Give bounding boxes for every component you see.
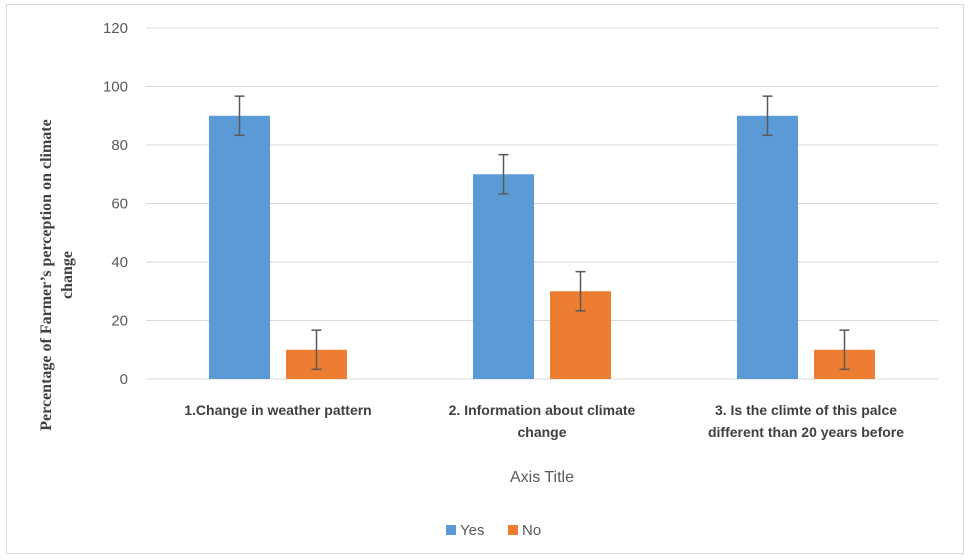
bar-yes-2 <box>473 174 534 379</box>
legend-swatch-no <box>508 525 518 535</box>
x-category-label: 2. Information about climate <box>449 402 636 418</box>
y-tick-label: 100 <box>103 79 128 96</box>
y-tick-label: 60 <box>111 196 128 213</box>
y-tick-label: 120 <box>103 20 128 37</box>
x-category-label: different than 20 years before <box>708 424 904 440</box>
y-tick-label: 40 <box>111 254 128 271</box>
y-tick-label: 80 <box>111 137 128 154</box>
legend-label-yes: Yes <box>460 522 484 539</box>
y-tick-label: 0 <box>120 371 128 388</box>
legend-label-no: No <box>522 522 541 539</box>
x-category-label: 1.Change in weather pattern <box>184 402 371 418</box>
x-category-label: 3. Is the climte of this palce <box>715 402 897 418</box>
legend-swatch-yes <box>446 525 456 535</box>
bar-yes-1 <box>209 115 270 379</box>
x-category-label: change <box>517 424 566 440</box>
y-axis-title: change <box>59 251 76 299</box>
y-axis-title: Percentage of Farmer’s perception on cli… <box>38 119 55 430</box>
x-axis-title: Axis Title <box>510 469 574 486</box>
y-tick-label: 20 <box>111 313 128 330</box>
bar-yes-3 <box>737 115 798 379</box>
